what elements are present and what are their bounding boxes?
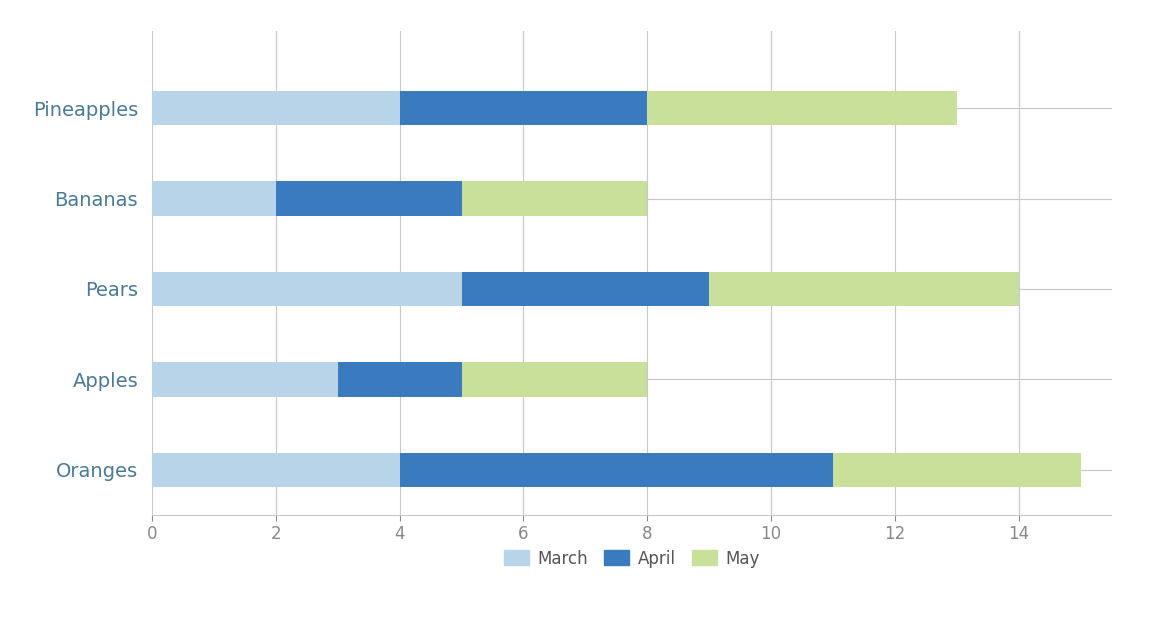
Bar	[462, 181, 647, 216]
Bar	[462, 272, 709, 306]
Bar	[647, 91, 957, 126]
Bar	[400, 91, 647, 126]
Bar	[462, 362, 647, 396]
Bar	[276, 181, 462, 216]
Bar	[338, 362, 462, 396]
Bar	[152, 272, 462, 306]
Bar	[152, 453, 400, 487]
Bar	[400, 453, 833, 487]
Legend: March, April, May: March, April, May	[497, 543, 766, 575]
Bar	[152, 91, 400, 126]
Bar	[709, 272, 1019, 306]
Bar	[152, 181, 276, 216]
Bar	[152, 362, 338, 396]
Bar	[833, 453, 1081, 487]
